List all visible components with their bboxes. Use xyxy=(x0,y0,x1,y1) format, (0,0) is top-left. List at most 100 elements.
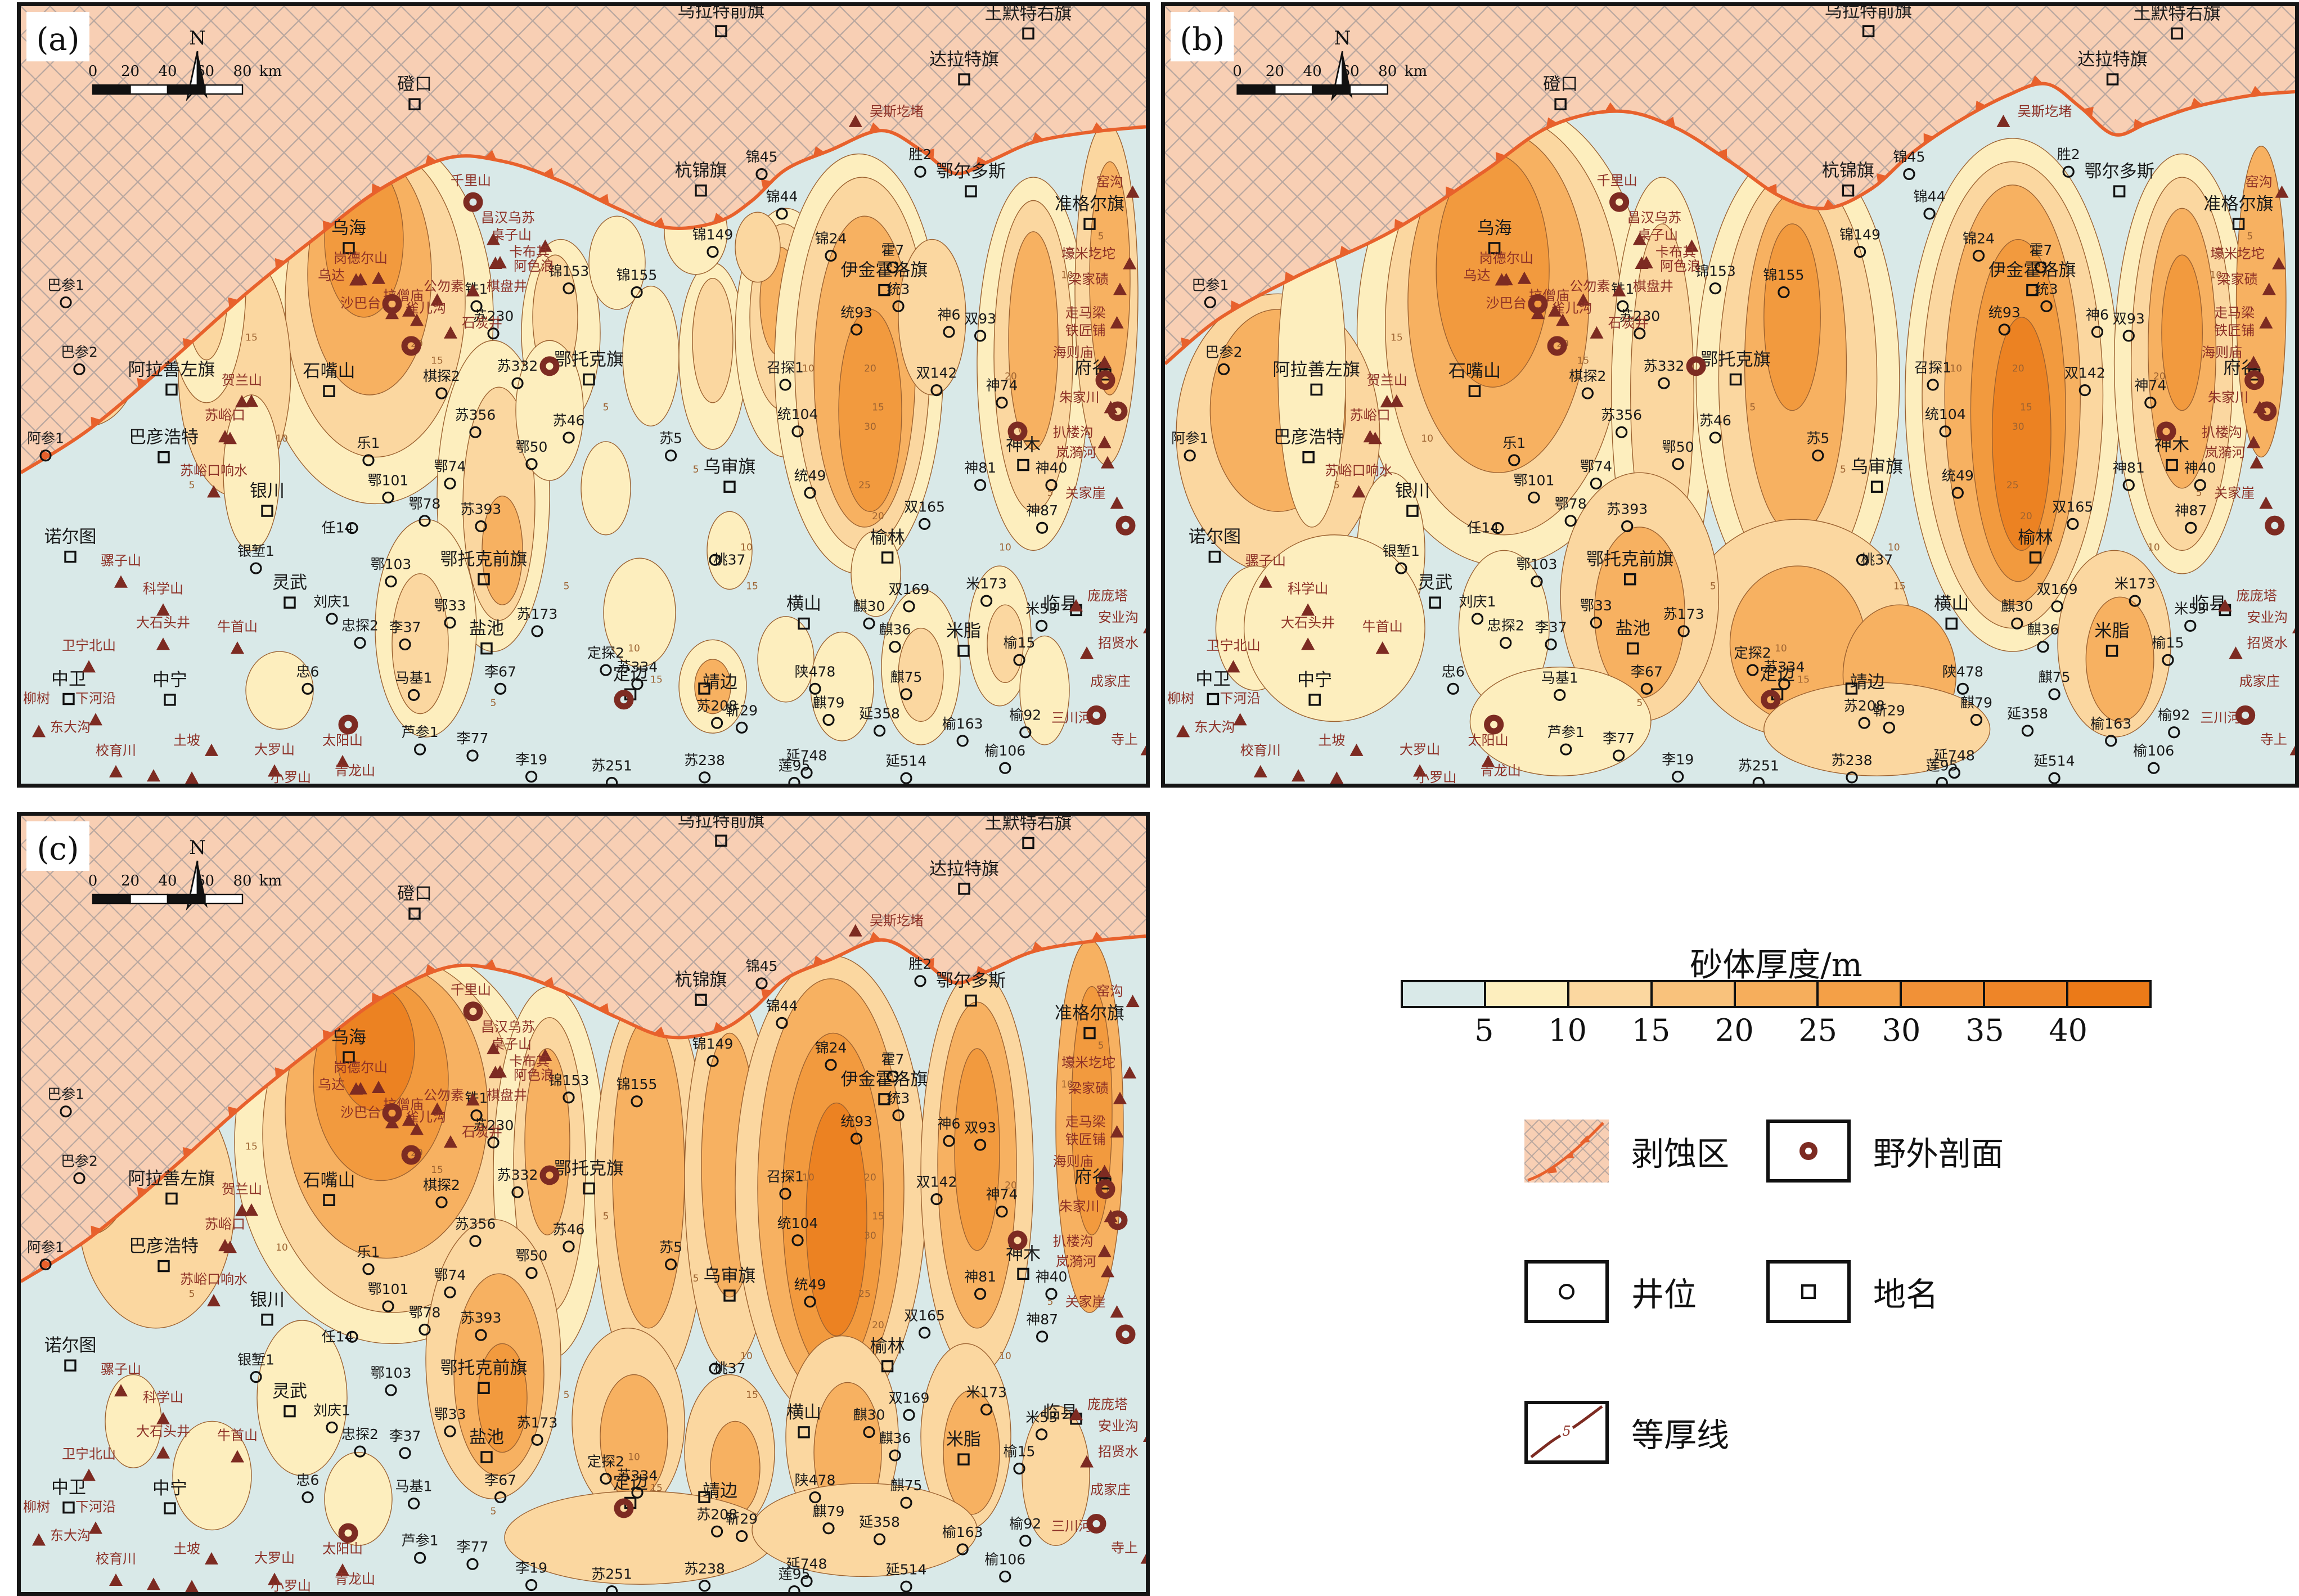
well-marker xyxy=(413,1552,426,1564)
mountain-icon xyxy=(1301,637,1315,650)
well-label: 刘庆1 xyxy=(313,1402,350,1418)
well-marker xyxy=(1658,377,1670,389)
well-label: 苏238 xyxy=(684,752,725,768)
field-profile-marker xyxy=(463,192,483,212)
well-marker xyxy=(822,713,835,726)
town-label: 杭锦旗 xyxy=(675,161,727,181)
well-marker xyxy=(631,1486,644,1499)
place-marker xyxy=(798,617,810,630)
field-profile-marker xyxy=(1484,714,1504,735)
mountain-icon xyxy=(430,1102,444,1115)
well-marker xyxy=(2148,762,2160,774)
contour-value-label: 10 xyxy=(276,433,288,444)
well-marker xyxy=(2040,300,2053,312)
well-label: 芦参1 xyxy=(402,724,439,740)
mountain-icon xyxy=(2259,496,2273,509)
mountain-icon xyxy=(82,1468,96,1481)
place-marker xyxy=(2113,185,2126,197)
contour-value-label: 5 xyxy=(2196,488,2202,499)
colorbar-tick: 25 xyxy=(1798,1013,1838,1048)
isopach-band xyxy=(898,239,966,395)
place-marker xyxy=(2106,73,2119,86)
well-label: 统49 xyxy=(794,467,826,484)
isopach-band xyxy=(482,495,523,605)
well-marker xyxy=(825,1059,837,1071)
well-marker xyxy=(631,1095,643,1108)
mountain-icon xyxy=(2289,745,2295,756)
field-profile-marker xyxy=(1547,336,1567,356)
erosion-boundary-line xyxy=(21,125,1146,474)
well-label: 苏251 xyxy=(1738,758,1779,774)
town-label: 阿拉善左旗 xyxy=(1272,359,1360,380)
well-marker xyxy=(1471,613,1484,625)
well-label: 苏393 xyxy=(461,501,502,517)
map-panel-b: 15 20 5 10 20 15 25 20 5 10 15 5 10 15 5 10 5 20 10 5 30 10 15… xyxy=(1161,2,2299,788)
mountain-label: 贺兰山 xyxy=(222,1181,262,1197)
well-marker xyxy=(1778,678,1790,690)
well-marker xyxy=(974,1288,987,1300)
well-marker xyxy=(1528,491,1540,503)
well-label: 银堑1 xyxy=(1383,543,1420,559)
erosion-hatch xyxy=(21,816,1146,1282)
town-label: 阿拉善左旗 xyxy=(128,359,215,380)
well-marker xyxy=(918,1327,931,1339)
well-marker xyxy=(2037,641,2049,653)
mountain-icon xyxy=(207,1294,221,1307)
place-marker xyxy=(1017,458,1029,471)
well-label: 鄂78 xyxy=(409,496,441,512)
town-label: 鄂托克前旗 xyxy=(440,1358,528,1378)
field-profile-marker xyxy=(1007,1230,1028,1251)
mountain-label: 大罗山 xyxy=(1400,742,1440,758)
panel-letter: (c) xyxy=(37,831,79,867)
well-marker xyxy=(511,377,524,389)
field-profile-marker xyxy=(2244,370,2265,390)
scale-tick: 40 xyxy=(1303,63,1322,80)
well-label: 胜2 xyxy=(909,956,932,972)
well-label: 米173 xyxy=(966,1384,1007,1401)
field-profile-marker xyxy=(1609,192,1630,212)
place-marker xyxy=(965,994,977,1007)
contour-value-label: 5 xyxy=(1098,1040,1104,1051)
well-marker xyxy=(2062,165,2075,178)
well-marker xyxy=(1013,654,1025,666)
well-label: 忠探2 xyxy=(341,618,379,634)
mountain-icon xyxy=(1517,271,1531,284)
well-marker xyxy=(863,1426,875,1438)
well-marker xyxy=(887,261,899,273)
well-marker xyxy=(1812,449,1824,462)
mountain-icon xyxy=(1113,282,1127,295)
mountain-icon xyxy=(1368,431,1382,444)
well-marker xyxy=(1447,682,1459,695)
well-marker xyxy=(1923,208,1936,220)
thrust-teeth xyxy=(761,988,772,1000)
well-marker xyxy=(60,296,72,309)
place-marker xyxy=(1729,373,1742,386)
town-label: 灵武 xyxy=(272,1382,307,1402)
contour-value-label: 5 xyxy=(693,1273,699,1284)
mountain-label: 关家崖 xyxy=(1065,1294,1106,1310)
well-marker xyxy=(354,637,366,649)
place-marker xyxy=(1626,642,1639,655)
isopach-band xyxy=(1763,223,1821,411)
mountain-label: 海则庙 xyxy=(1053,344,1094,360)
thrust-teeth xyxy=(41,449,52,461)
well-label: 苏173 xyxy=(517,606,558,622)
well-label: 鄂33 xyxy=(434,1406,466,1422)
mountain-icon xyxy=(1292,769,1306,782)
well-marker xyxy=(346,1330,358,1343)
town-label: 石嘴山 xyxy=(1448,361,1501,381)
well-label: 锦149 xyxy=(692,1036,734,1052)
thrust-teeth xyxy=(1394,219,1405,230)
thrust-teeth xyxy=(1546,117,1558,128)
contour-value-label: 5 xyxy=(189,1289,195,1300)
well-marker xyxy=(1508,454,1520,466)
well-label: 芦参1 xyxy=(1547,724,1585,740)
well-label: 莲95 xyxy=(1926,758,1958,774)
mountain-label: 校育川 xyxy=(96,743,136,758)
colorbar-cell xyxy=(1819,980,1902,1008)
mountain-icon xyxy=(235,395,249,408)
mountain-icon xyxy=(156,1411,170,1424)
town-label: 乌拉特前旗 xyxy=(678,6,765,21)
well-label: 银堑1 xyxy=(237,543,275,559)
well-label: 延748 xyxy=(786,748,827,764)
